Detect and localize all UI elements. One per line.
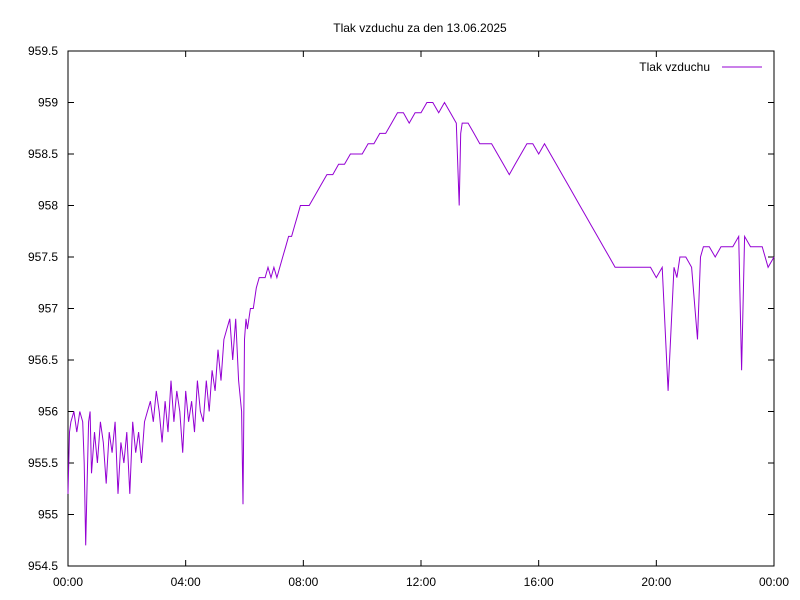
legend-label: Tlak vzduchu	[639, 60, 710, 74]
x-tick-label: 16:00	[524, 575, 554, 589]
legend: Tlak vzduchu	[639, 60, 762, 74]
x-tick-label: 08:00	[288, 575, 318, 589]
y-tick-label: 957	[38, 302, 58, 316]
y-tick-label: 956	[38, 405, 58, 419]
plot-area-frame	[67, 50, 775, 567]
y-tick-label: 957.5	[28, 250, 58, 264]
y-tick-label: 955.5	[28, 456, 58, 470]
x-tick-label: 00:00	[759, 575, 789, 589]
chart-title: Tlak vzduchu za den 13.06.2025	[333, 21, 507, 35]
x-tick-label: 00:00	[53, 575, 83, 589]
y-tick-label: 959.5	[28, 44, 58, 58]
x-tick-label: 04:00	[171, 575, 201, 589]
y-tick-label: 958.5	[28, 147, 58, 161]
series-layer	[67, 101, 775, 546]
y-tick-label: 955	[38, 508, 58, 522]
y-tick-label: 956.5	[28, 353, 58, 367]
y-tick-label: 959	[38, 96, 58, 110]
x-tick-label: 20:00	[641, 575, 671, 589]
y-tick-label: 954.5	[28, 559, 58, 573]
x-axis: 00:00 04:00 08:00 12:00 16:00 20:00 00:00	[53, 51, 789, 589]
y-tick-label: 958	[38, 199, 58, 213]
y-axis: 954.5 955 955.5 956 956.5 957 957.5 958 958.5 959…	[28, 44, 774, 573]
x-tick-label: 12:00	[406, 575, 436, 589]
series-line	[67, 101, 775, 546]
